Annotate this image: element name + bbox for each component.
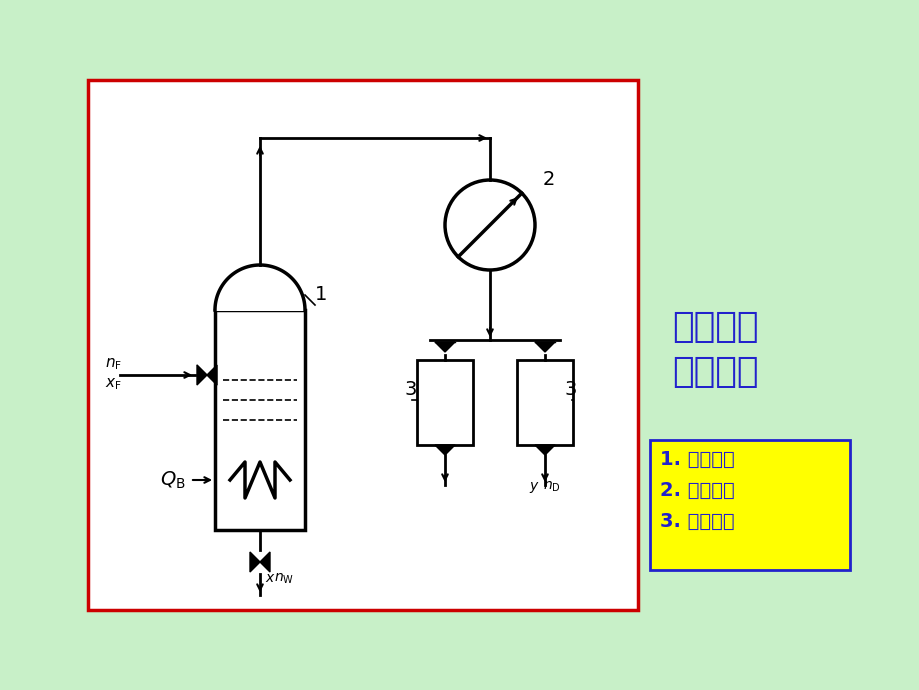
Polygon shape — [535, 445, 554, 455]
Polygon shape — [435, 445, 455, 455]
Text: 3: 3 — [404, 380, 417, 399]
Polygon shape — [435, 342, 455, 352]
Text: $Q_\mathrm{B}$: $Q_\mathrm{B}$ — [160, 469, 186, 491]
Text: $n_\mathrm{D}$: $n_\mathrm{D}$ — [542, 480, 561, 495]
Circle shape — [445, 180, 535, 270]
Text: 1: 1 — [314, 285, 327, 304]
Polygon shape — [535, 342, 554, 352]
Text: $n_\mathrm{W}$: $n_\mathrm{W}$ — [274, 572, 294, 586]
Text: $y$: $y$ — [528, 480, 539, 495]
Bar — [416, 360, 472, 445]
Text: $x$: $x$ — [265, 571, 276, 585]
Text: 3: 3 — [564, 380, 577, 399]
Polygon shape — [250, 552, 260, 572]
Polygon shape — [197, 365, 207, 385]
Text: $n_\mathrm{F}$: $n_\mathrm{F}$ — [105, 356, 122, 372]
Text: 简单蒸馏
装置简图: 简单蒸馏 装置简图 — [671, 310, 757, 388]
Bar — [215, 310, 305, 530]
FancyBboxPatch shape — [650, 440, 849, 570]
Polygon shape — [207, 365, 217, 385]
Text: $x_\mathrm{F}$: $x_\mathrm{F}$ — [105, 376, 121, 392]
Bar — [516, 360, 573, 445]
Bar — [88, 80, 637, 610]
Polygon shape — [260, 552, 269, 572]
Text: 2: 2 — [542, 170, 555, 189]
Text: 1. 蒸馏釜；
2. 冷凝器；
3. 接收器。: 1. 蒸馏釜； 2. 冷凝器； 3. 接收器。 — [659, 450, 734, 531]
Polygon shape — [215, 265, 305, 310]
